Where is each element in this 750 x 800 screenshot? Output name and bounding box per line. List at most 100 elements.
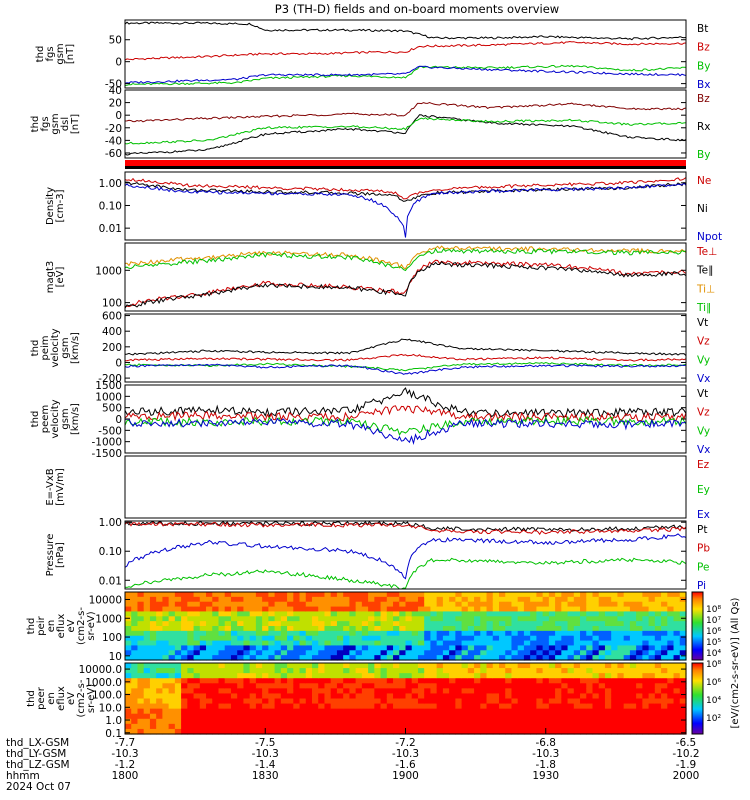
spectrogram-cell: [629, 688, 637, 695]
spectrogram-cell: [629, 640, 637, 647]
spectrogram-cell: [417, 713, 425, 720]
spectrogram-cell: [255, 616, 263, 622]
spectrogram-cell: [492, 678, 500, 684]
spectrogram-cell: [598, 673, 606, 679]
spectrogram-cell: [224, 606, 232, 613]
spectrogram-cell: [343, 640, 350, 647]
spectrogram-cell: [380, 678, 388, 684]
spectrogram-cell: [243, 645, 251, 651]
legend-Te∥: Te∥: [696, 265, 713, 277]
spectrogram-cell: [474, 668, 481, 674]
spectrogram-cell: [268, 640, 276, 647]
spectrogram-cell: [181, 688, 188, 695]
spectrogram-cell: [505, 698, 513, 705]
spectrogram-cell: [330, 611, 338, 617]
spectrogram-cell: [174, 673, 182, 679]
spectrogram-cell: [442, 723, 450, 730]
xaxis-row-label: hhmm: [6, 770, 40, 782]
spectrogram-cell: [654, 621, 662, 627]
spectrogram-cell: [399, 703, 407, 710]
ytick-label: 20: [109, 98, 122, 110]
spectrogram-cell: [424, 663, 432, 669]
spectrogram-cell: [592, 683, 600, 689]
spectrogram-cell: [580, 621, 587, 627]
spectrogram-cell: [673, 673, 681, 679]
spectrogram-cell: [430, 596, 438, 603]
spectrogram-cell: [374, 606, 382, 613]
ytick-label: 1.00: [99, 517, 122, 529]
spectrogram-cell: [505, 616, 513, 622]
spectrogram-cell: [417, 626, 425, 632]
spectrogram-cell: [679, 723, 687, 730]
spectrogram-cell: [405, 678, 413, 684]
spectrogram-cell: [499, 601, 506, 608]
spectrogram-cell: [474, 606, 481, 613]
spectrogram-cell: [424, 668, 432, 674]
spectrogram-cell: [430, 678, 438, 684]
spectrogram-cell: [536, 611, 544, 617]
ytick-label: 10000.0: [79, 664, 122, 676]
spectrogram-cell: [542, 703, 550, 710]
spectrogram-cell: [611, 596, 619, 603]
spectrogram-cell: [212, 601, 220, 608]
spectrogram-cell: [349, 663, 357, 669]
spectrogram-cell: [517, 601, 525, 608]
spectrogram-cell: [143, 601, 151, 608]
spectrogram-cell: [305, 601, 313, 608]
spectrogram-cell: [318, 611, 326, 617]
spectrogram-cell: [417, 606, 425, 613]
spectrogram-cell: [424, 601, 432, 608]
spectrogram-cell: [293, 650, 301, 656]
spectrogram-cell: [505, 713, 513, 720]
spectrogram-cell: [623, 645, 631, 651]
spectrogram-cell: [330, 663, 338, 669]
spectrogram-cell: [318, 718, 326, 725]
spectrogram-cell: [336, 616, 344, 622]
spectrogram-cell: [548, 626, 556, 632]
spectrogram-cell: [218, 630, 226, 637]
spectrogram-cell: [461, 601, 469, 608]
spectrogram-cell: [530, 635, 537, 642]
spectrogram-cell: [492, 723, 500, 730]
spectrogram-cell: [492, 650, 500, 656]
spectrogram-cell: [430, 592, 438, 598]
series-Pb: [124, 521, 687, 536]
spectrogram-cell: [467, 678, 475, 684]
spectrogram-cell: [511, 708, 519, 715]
spectrogram-cell: [573, 678, 581, 684]
spectrogram-cell: [492, 640, 500, 647]
spectrogram-cell: [580, 713, 587, 720]
spectrogram-cell: [361, 693, 369, 700]
spectrogram-cell: [368, 655, 375, 661]
spectrogram-cell: [193, 728, 201, 735]
spectrogram-cell: [368, 713, 375, 720]
spectrogram-cell: [604, 626, 612, 632]
spectrogram-cell: [629, 601, 637, 608]
spectrogram-cell: [604, 723, 612, 730]
ylabel-line: Pressure: [45, 534, 56, 577]
spectrogram-cell: [380, 606, 388, 613]
spectrogram-cell: [399, 626, 407, 632]
spectrogram-cell: [287, 728, 294, 735]
spectrogram-cell: [262, 616, 269, 622]
spectrogram-cell: [305, 703, 313, 710]
spectrogram-cell: [187, 718, 195, 725]
spectrogram-cell: [492, 663, 500, 669]
spectrogram-cell: [536, 616, 544, 622]
spectrogram-cell: [149, 688, 157, 695]
spectrogram-cell: [405, 718, 413, 725]
spectrogram-cell: [174, 650, 182, 656]
spectrogram-cell: [442, 703, 450, 710]
spectrogram-cell: [405, 728, 413, 735]
spectrogram-cell: [243, 592, 251, 598]
spectrogram-cell: [336, 688, 344, 695]
spectrogram-cell: [654, 592, 662, 598]
spectrogram-cell: [336, 601, 344, 608]
spectrogram-cell: [343, 621, 350, 627]
spectrogram-cell: [654, 688, 662, 695]
spectrogram-cell: [548, 621, 556, 627]
panel-frame: [124, 591, 687, 661]
spectrogram-cell: [280, 655, 288, 661]
spectrogram-cell: [237, 673, 245, 679]
spectrogram-cell: [430, 723, 438, 730]
